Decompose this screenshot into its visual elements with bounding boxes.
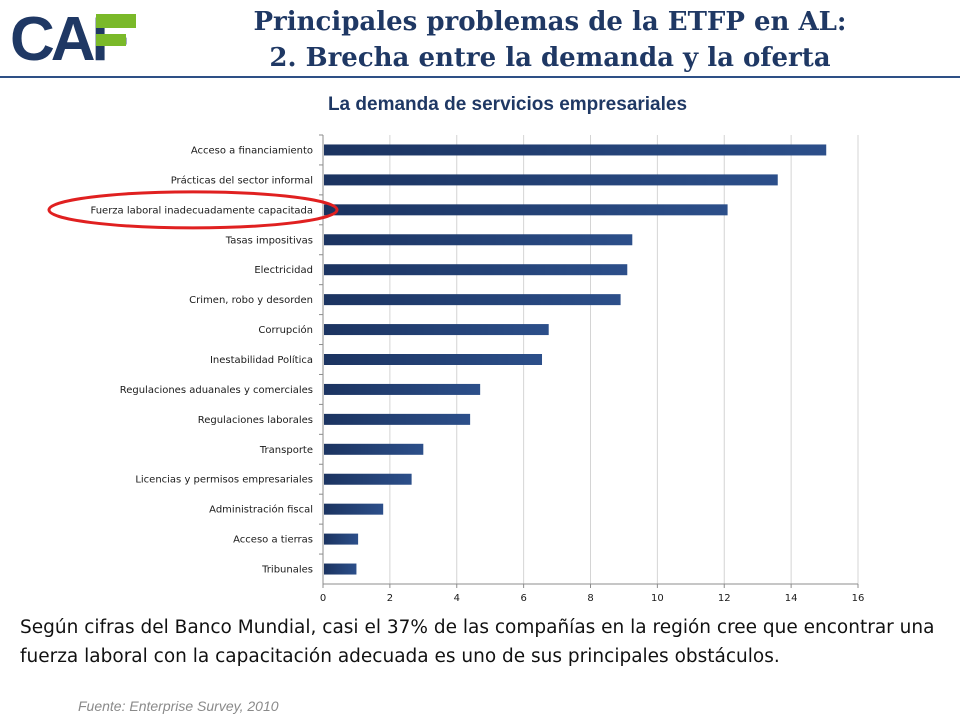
source-note: Fuente: Enterprise Survey, 2010 [78,698,279,714]
x-tick-label-1: 2 [387,593,393,604]
bar-5 [324,294,621,306]
title-line-2: 2. Brecha entre la demanda y la oferta [269,43,831,73]
category-label-1: Prácticas del sector informal [171,174,313,186]
bar-1 [324,174,778,186]
bar-0 [324,144,827,156]
bar-3 [324,234,633,246]
bar-14 [324,563,357,575]
bar-7 [324,354,543,365]
title-line-1: Principales problemas de la ETFP en AL: [253,7,847,37]
category-label-13: Acceso a tierras [233,535,313,546]
category-label-7: Inestabilidad Política [210,354,313,366]
highlight-ellipse [47,190,339,230]
bar-4 [324,264,628,276]
bar-6 [324,324,549,336]
page-title: Principales problemas de la ETFP en AL: … [150,4,950,76]
logo-green-bar-mid [96,34,126,46]
bar-8 [324,383,481,395]
chart-title: La demanda de servicios empresariales [327,94,688,115]
category-label-3: Tasas impositivas [225,235,313,246]
x-tick-label-7: 14 [785,593,798,604]
x-tick-label-8: 16 [852,593,865,604]
x-tick-label-5: 10 [651,593,664,604]
x-tick-label-6: 12 [718,593,731,604]
header-divider [0,76,960,78]
category-label-11: Licencias y permisos empresariales [135,475,313,486]
summary-text: Según cifras del Banco Mundial, casi el … [20,617,935,667]
chart-bars [324,144,827,575]
chart-x-tick-labels: 0 2 4 6 8 10 12 14 16 [320,584,865,604]
x-tick-label-0: 0 [320,593,326,604]
category-label-8: Regulaciones aduanales y comerciales [120,385,313,396]
caf-logo-mark: CAF [10,5,136,74]
category-label-0: Acceso a financiamiento [191,145,313,156]
bar-13 [324,533,359,545]
bar-12 [324,503,384,515]
category-label-14: Tribunales [261,565,313,576]
category-label-5: Crimen, robo y desorden [189,295,313,306]
category-label-4: Electricidad [254,265,313,276]
x-tick-label-2: 4 [454,593,460,604]
x-tick-label-3: 6 [520,593,526,604]
chart-category-labels: Acceso a financiamiento Prácticas del sec… [91,134,323,576]
category-label-10: Transporte [259,445,313,456]
bar-2 [324,204,728,216]
logo-green-bar-top [96,14,136,28]
chart-annotation [47,190,339,230]
x-tick-label-4: 8 [587,593,593,604]
category-label-2: Fuerza laboral inadecuadamente capacitad… [91,205,314,216]
category-label-12: Administración fiscal [209,504,313,516]
bar-9 [324,413,471,425]
caf-logo: CAF [8,5,143,74]
bar-10 [324,443,424,455]
bar-11 [324,473,412,485]
category-label-6: Corrupción [258,324,313,336]
category-label-9: Regulaciones laborales [198,415,313,426]
